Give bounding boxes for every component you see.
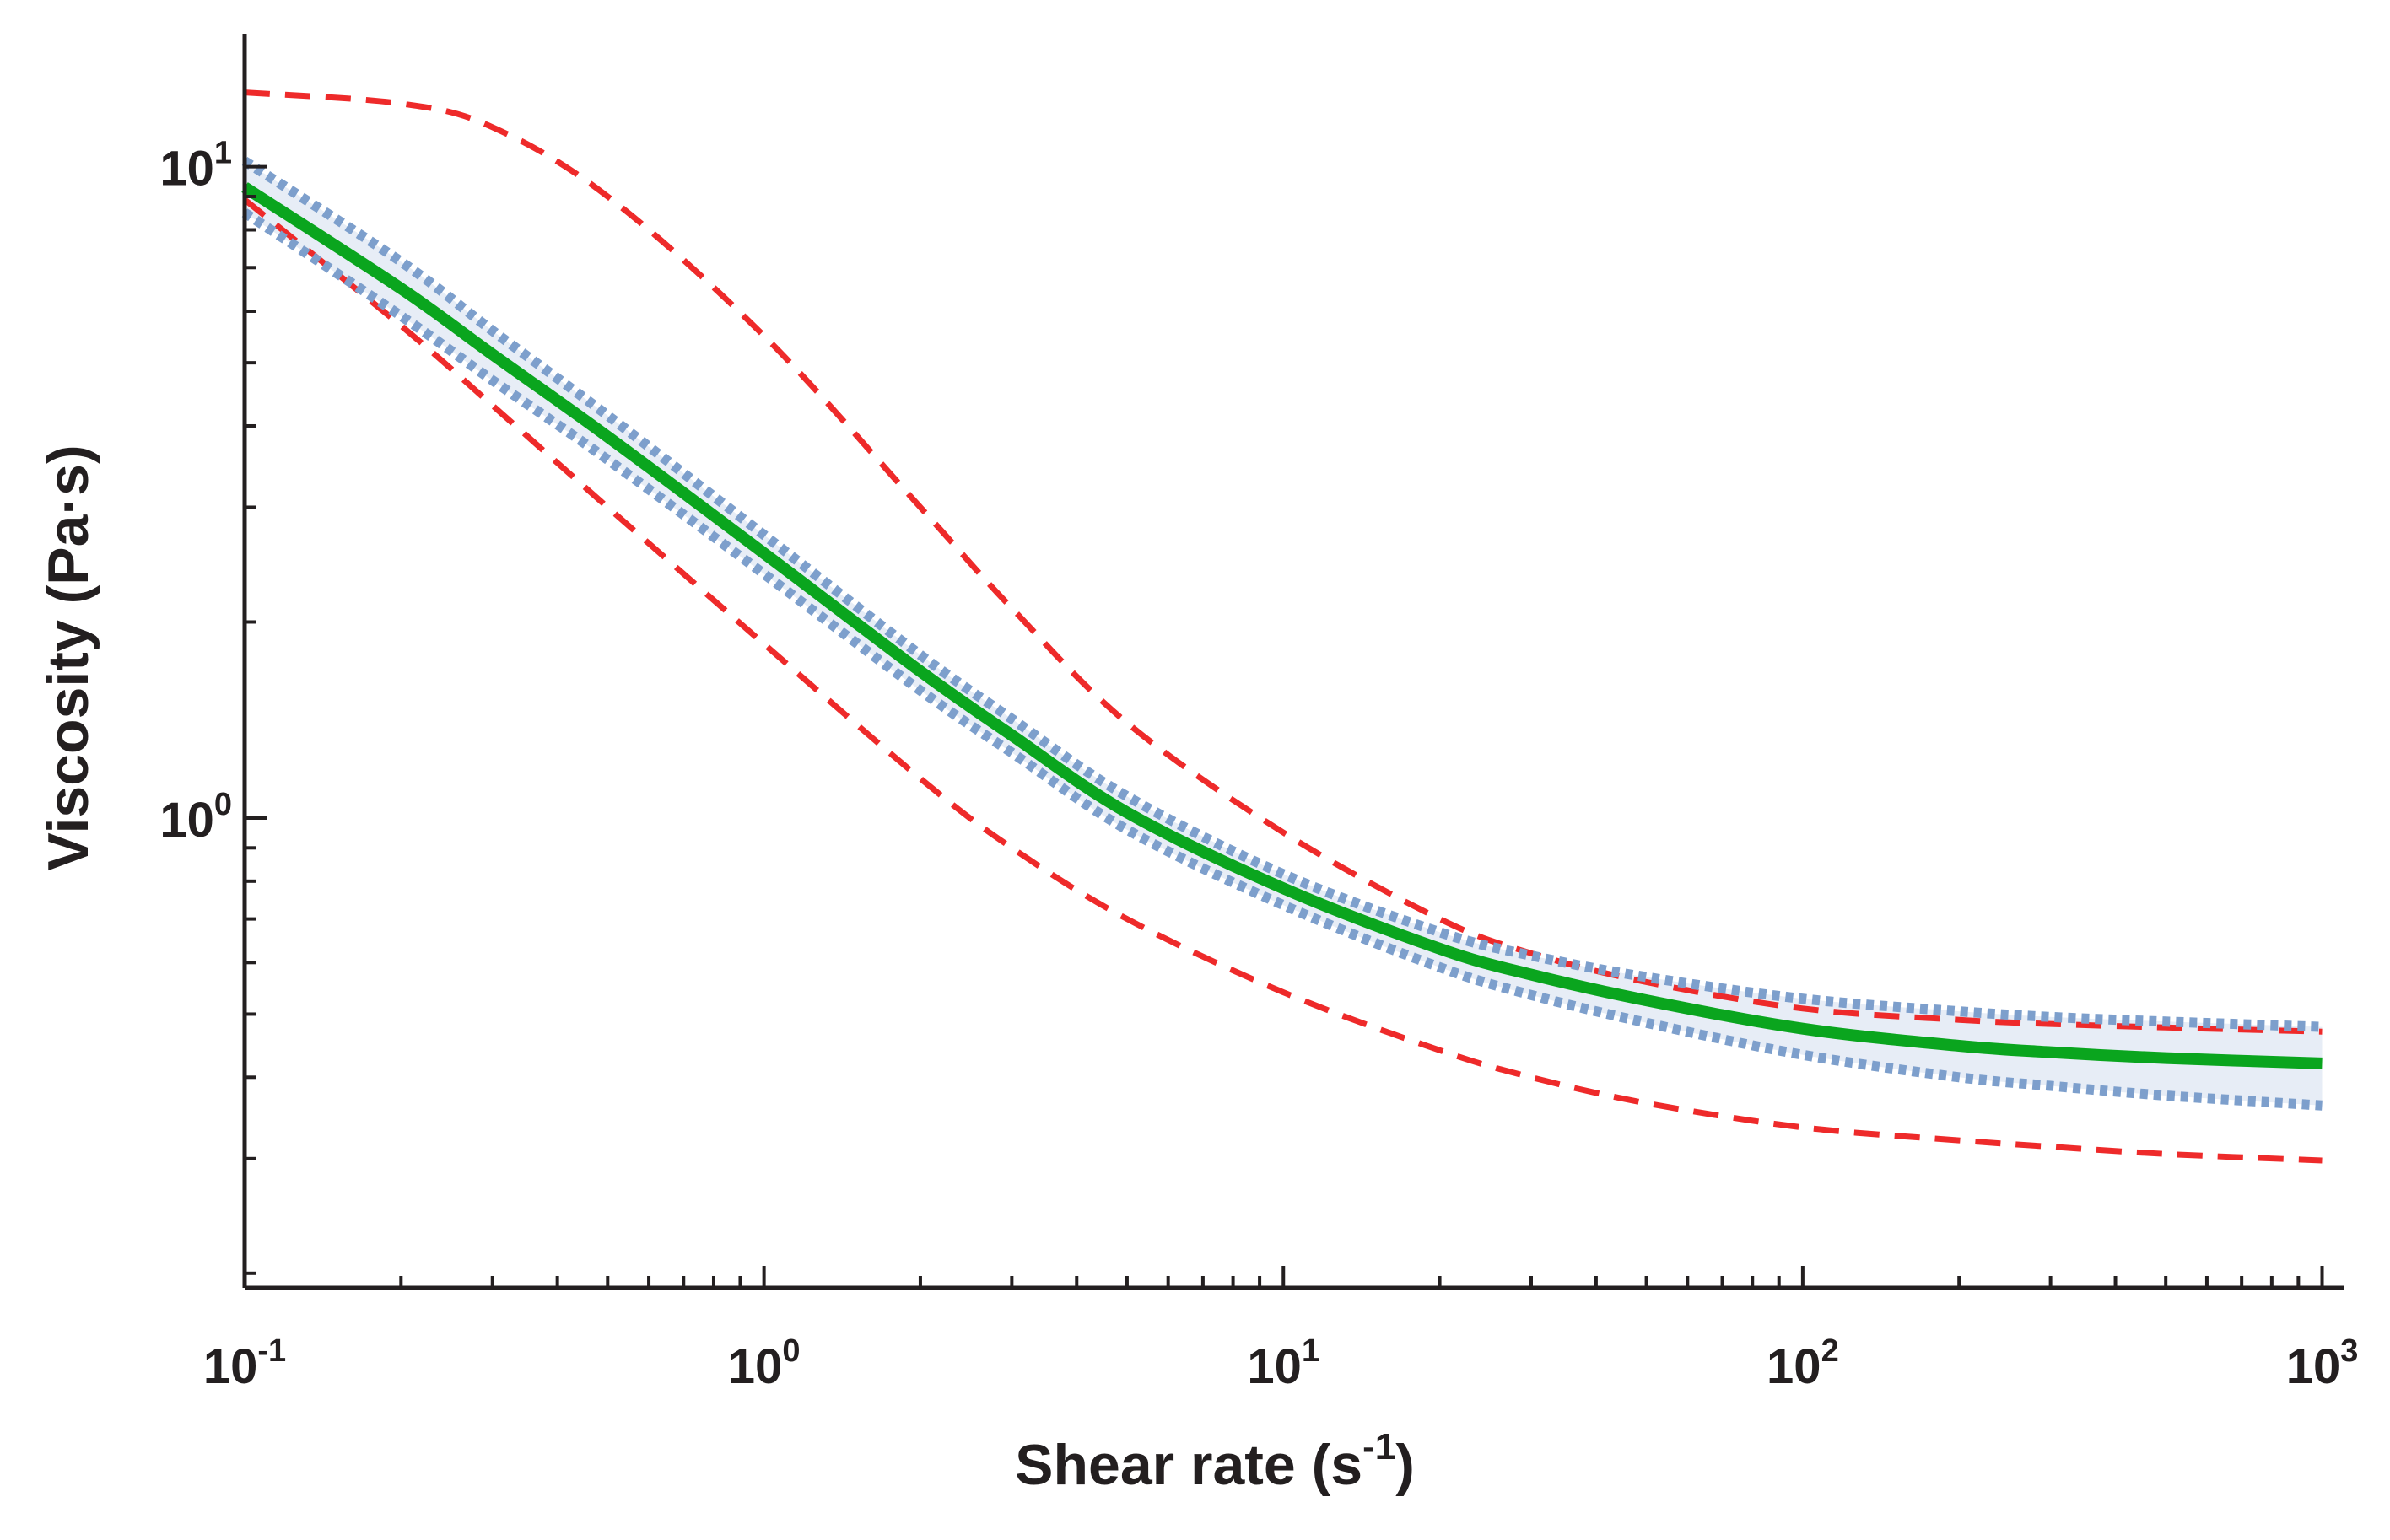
x-axis-title-close: )	[1395, 1433, 1415, 1497]
y-tick-label: 101	[159, 136, 232, 197]
x-tick-label: 101	[1247, 1333, 1319, 1394]
x-axis-title: Shear rate (s-1)	[1015, 1426, 1415, 1497]
x-tick-label: 103	[2286, 1333, 2359, 1394]
series-upper-confidence	[241, 156, 2323, 1032]
x-tick-label: 10-1	[203, 1333, 286, 1394]
x-axis-title-main: Shear rate (s	[1015, 1433, 1362, 1497]
y-axis-title: Viscosity (Pa·s)	[36, 444, 100, 870]
series-lower-prediction	[242, 197, 2323, 1164]
y-tick-label: 100	[159, 787, 232, 848]
series-fit	[241, 182, 2323, 1069]
x-tick-label: 102	[1767, 1333, 1839, 1394]
tick-layer	[243, 164, 2324, 1288]
axes-layer	[242, 34, 2344, 1290]
x-axis-title-sup: -1	[1362, 1426, 1395, 1467]
tick-label-layer: 10-1 100 101 102 103 100 101	[159, 136, 2358, 1394]
series-lower-confidence	[241, 208, 2323, 1111]
series-upper-prediction	[244, 89, 2323, 1035]
confidence-band-layer	[245, 161, 2323, 1106]
series-layer	[241, 89, 2323, 1164]
confidence-band	[245, 161, 2323, 1106]
x-tick-label: 100	[728, 1333, 801, 1394]
